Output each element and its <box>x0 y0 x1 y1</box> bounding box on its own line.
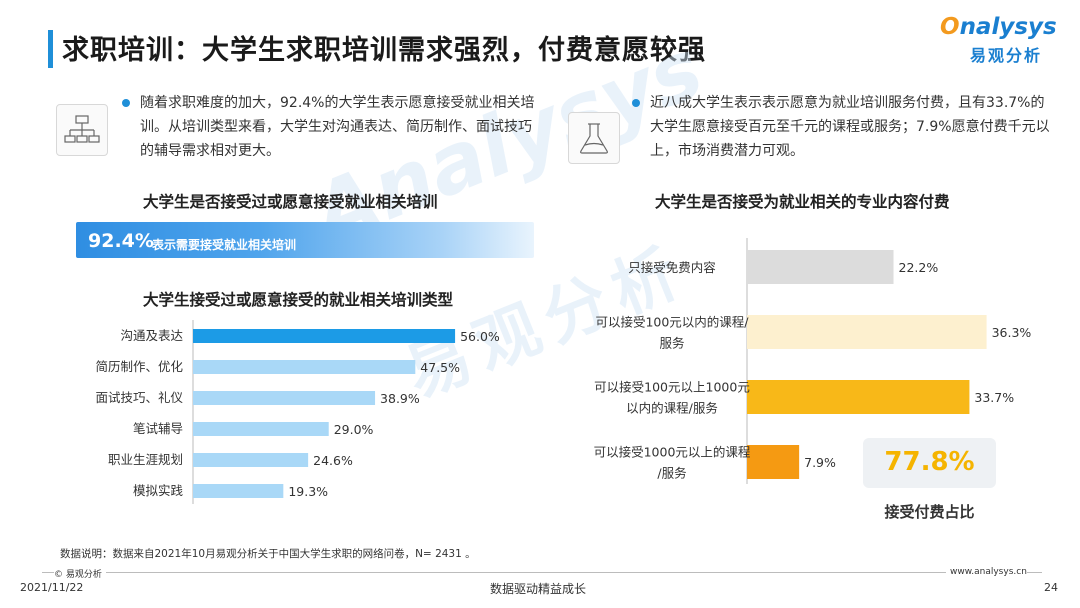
flask-icon <box>568 112 620 164</box>
chart1-bar <box>76 222 534 258</box>
chart2-bar <box>193 329 456 343</box>
chart3-title: 大学生是否接受为就业相关的专业内容付费 <box>655 193 950 211</box>
chart2-category-label: 职业生涯规划 <box>108 452 183 467</box>
bullet-dot <box>632 99 640 107</box>
chart3-bar <box>747 445 800 479</box>
chart2-bar <box>193 484 284 498</box>
copyright: © 易观分析 <box>54 567 106 580</box>
chart3-bar <box>747 250 894 284</box>
chart2-value-label: 19.3% <box>288 484 328 499</box>
footer-divider <box>42 572 1042 573</box>
chart2-category-label: 笔试辅导 <box>133 421 183 436</box>
analysys-logo: Onalysys 易观分析 <box>940 14 1060 74</box>
chart3-category-label: /服务 <box>657 466 686 481</box>
chart3-category-label: 服务 <box>659 336 684 351</box>
report-date: 2021/11/22 <box>20 581 84 594</box>
chart3-category-label: 只接受免费内容 <box>628 260 716 275</box>
org-chart-icon <box>56 104 108 156</box>
website-link[interactable]: www.analysys.cn <box>946 567 1027 577</box>
data-note: 数据说明：数据来自2021年10月易观分析关于中国大学生求职的网络问卷，N= 2… <box>60 548 476 560</box>
chart3-category-label: 可以接受100元以上1000元 <box>594 380 750 395</box>
slogan: 数据驱动精益成长 <box>490 582 587 596</box>
chart3-bar <box>747 315 987 349</box>
chart2-svg: 沟通及表达 56.0% 简历制作、优化 47.5% 面试技巧、礼仪 38.9% 笔试辅导 29… <box>95 320 500 504</box>
chart2-value-label: 24.6% <box>313 453 353 468</box>
chart1-value-label: 92.4% <box>88 230 154 252</box>
chart2-value-label: 47.5% <box>420 360 460 375</box>
chart2-value-label: 38.9% <box>380 391 420 406</box>
chart3-value-label: 36.3% <box>992 325 1032 340</box>
chart2-category-label: 模拟实践 <box>133 483 184 498</box>
chart2-title: 大学生接受过或愿意接受的就业相关培训类型 <box>143 291 454 309</box>
chart3-category-label: 以内的课程/服务 <box>626 401 718 416</box>
chart2-value-label: 29.0% <box>334 422 374 437</box>
chart2-category-label: 简历制作、优化 <box>95 359 183 374</box>
chart1-title: 大学生是否接受过或愿意接受就业相关培训 <box>143 193 438 211</box>
chart2-bar <box>193 453 309 467</box>
left-bullet-text: 随着求职难度的加大，92.4%的大学生表示愿意接受就业相关培训。从培训类型来看，… <box>140 95 535 159</box>
logo-en: Onalysys <box>940 14 1057 40</box>
paying-share-value: 77.8% <box>884 447 975 477</box>
chart1-category-label: 表示需要接受就业相关培训 <box>152 238 297 252</box>
chart2-bar <box>193 360 416 374</box>
chart3-category-label: 可以接受1000元以上的课程 <box>594 445 751 460</box>
chart3-value-label: 33.7% <box>974 390 1014 405</box>
paying-share-box <box>863 438 996 488</box>
logo-cn: 易观分析 <box>970 46 1043 65</box>
bullet-dot <box>122 99 130 107</box>
right-bullet-text: 近八成大学生表示表示愿意为就业培训服务付费，且有33.7%的大学生愿意接受百元至… <box>650 95 1050 159</box>
title-accent-bar <box>48 30 53 68</box>
chart2-category-label: 沟通及表达 <box>120 328 183 343</box>
chart2-value-label: 56.0% <box>460 329 500 344</box>
paying-share-label: 接受付费占比 <box>884 503 975 521</box>
page-number: 24 <box>1044 581 1058 594</box>
chart3-svg: 只接受免费内容 22.2% 可以接受100元以内的课程/服务 36.3% 可以接受100… <box>594 238 1032 484</box>
chart3-category-label: 可以接受100元以内的课程/ <box>595 315 749 330</box>
chart2-bar <box>193 422 329 436</box>
chart2-category-label: 面试技巧、礼仪 <box>95 390 183 405</box>
chart3-bar <box>747 380 970 414</box>
page-title: 求职培训：大学生求职培训需求强烈，付费意愿较强 <box>62 35 706 66</box>
chart3-value-label: 7.9% <box>804 455 836 470</box>
chart2-bar <box>193 391 376 405</box>
chart3-value-label: 22.2% <box>899 260 939 275</box>
